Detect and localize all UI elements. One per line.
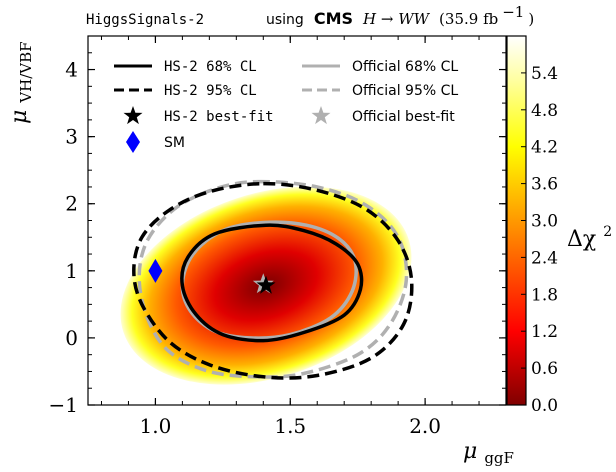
- colorbar-tick-label: 1.8: [531, 285, 558, 305]
- legend-label: HS-2 95% CL: [164, 83, 257, 99]
- legend-item: Official 95% CL: [302, 83, 458, 99]
- contour-hs-2-68-cl: [180, 223, 364, 343]
- colorbar-tick-label: 0.0: [531, 396, 558, 416]
- sm-point-marker: [148, 258, 163, 283]
- legend-item: HS-2 68% CL: [114, 59, 257, 75]
- chart-title-left: HiggsSignals-2: [86, 12, 204, 28]
- x-tick-label: 1.0: [140, 414, 172, 438]
- colorbar-tick-label: 4.2: [531, 138, 558, 158]
- legend-symbol: [311, 106, 331, 125]
- y-tick-label: 1: [65, 259, 78, 283]
- colorbar-tick-label: 5.4: [531, 64, 558, 84]
- x-tick-label: 2.0: [409, 414, 441, 438]
- legend-label: Official best-fit: [352, 109, 455, 125]
- chart-title-right: using CMS H → WW (35.9 fb −1 ): [266, 3, 534, 28]
- colorbar-tick-label: 4.8: [531, 101, 558, 121]
- y-tick-label: 3: [65, 125, 78, 149]
- legend-symbol: [123, 106, 143, 125]
- hs2-best-fit-marker: [256, 275, 276, 294]
- title-experiment: CMS: [314, 9, 353, 28]
- y-tick-label: 2: [65, 192, 78, 216]
- y-tick-label: 4: [65, 58, 78, 82]
- legend-label: SM: [164, 135, 185, 151]
- legend-item: SM: [126, 131, 185, 153]
- y-axis-label: μ VH/VBF: [7, 41, 35, 124]
- x-axis-label: μ ggF: [463, 439, 514, 467]
- legend-symbol: [126, 131, 140, 153]
- y-axis-subscript: VH/VBF: [17, 41, 35, 103]
- title-luminosity-close: ): [528, 10, 534, 28]
- colorbar-label-exp: 2: [603, 224, 612, 240]
- legend-label: Official 68% CL: [352, 59, 458, 75]
- title-process: H → WW: [362, 10, 431, 28]
- colorbar-tick-label: 0.6: [531, 359, 558, 379]
- x-tick-label: 1.5: [274, 414, 306, 438]
- colorbar-tick-label: 1.2: [531, 322, 558, 342]
- x-axis-symbol: μ: [463, 439, 477, 464]
- plot-area: [120, 179, 414, 385]
- colorbar-label: Δχ 2: [567, 224, 612, 252]
- y-axis-symbol: μ: [7, 110, 32, 124]
- y-tick-label: −1: [49, 393, 78, 417]
- legend-label: HS-2 best-fit: [164, 109, 274, 125]
- colorbar-tick-label: 2.4: [531, 248, 558, 268]
- legend-item: HS-2 best-fit: [123, 106, 274, 125]
- legend-label: Official 95% CL: [352, 83, 458, 99]
- colorbar-label-symbol: Δχ: [567, 227, 596, 252]
- colorbar-tick-label: 3.0: [531, 212, 558, 232]
- legend-item: HS-2 95% CL: [114, 83, 257, 99]
- contour-hs-2-95-cl: [132, 181, 414, 380]
- x-axis-subscript: ggF: [484, 449, 514, 467]
- colorbar-tick-label: 3.6: [531, 175, 558, 195]
- title-prefix: using: [266, 12, 304, 28]
- title-luminosity: (35.9 fb: [439, 10, 498, 28]
- legend: HS-2 68% CL HS-2 95% CL HS-2 best-fit SM Off…: [114, 59, 458, 153]
- legend-item: Official 68% CL: [302, 59, 458, 75]
- legend-item: Official best-fit: [311, 106, 455, 125]
- contour-official-68-cl: [180, 220, 358, 340]
- title-luminosity-exp: −1: [502, 3, 524, 21]
- y-tick-label: 0: [65, 326, 78, 350]
- legend-label: HS-2 68% CL: [164, 59, 257, 75]
